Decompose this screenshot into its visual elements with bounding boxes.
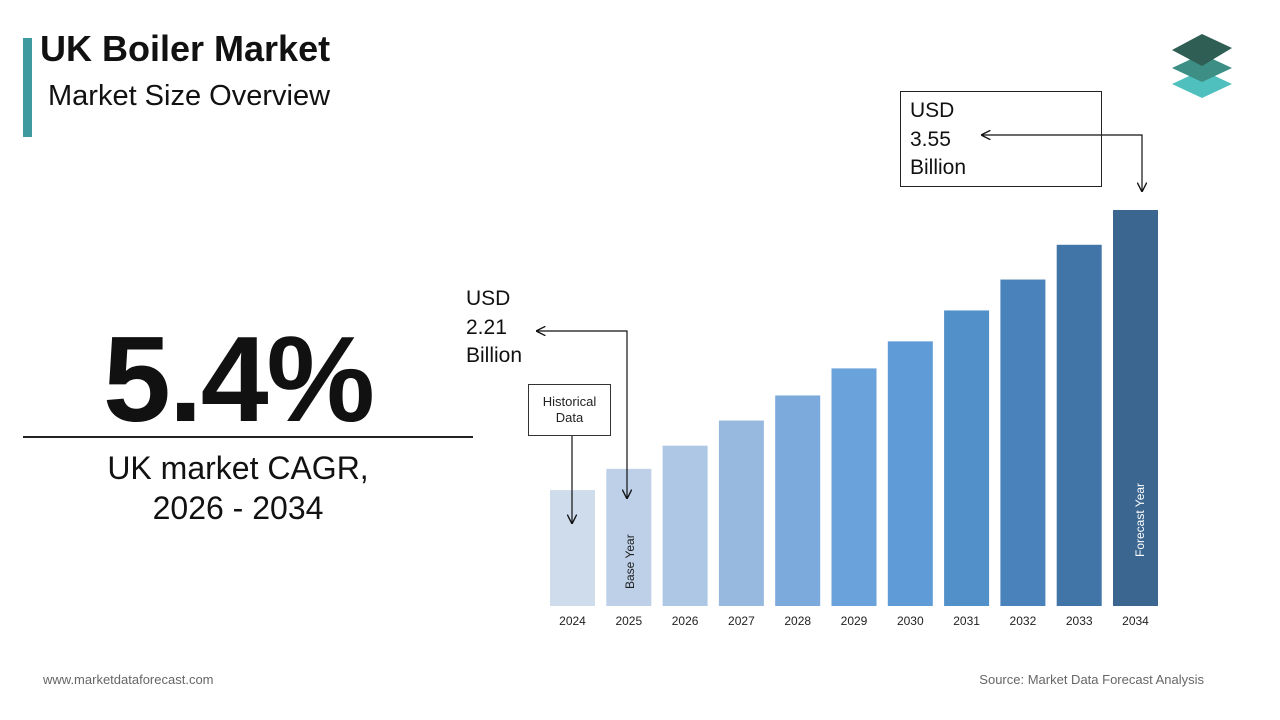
cagr-divider [23, 436, 473, 438]
bar-2034 [1113, 210, 1158, 606]
start-value-callout: USD 2.21 Billion [466, 285, 522, 371]
page-title: UK Boiler Market [40, 28, 331, 69]
bar-2026 [662, 445, 708, 606]
end-value-callout: USD 3.55 Billion [910, 97, 966, 183]
x-tick-2034: 2034 [1122, 614, 1149, 628]
x-tick-labels: 2024 2025 2026 2027 2028 2029 2030 2031 2032 2033… [559, 614, 1149, 628]
cagr-label-line2: 2026 - 2034 [152, 490, 324, 526]
source-note: Source: Market Data Forecast Analysis [979, 672, 1204, 687]
start-callout-unit: Billion [466, 344, 523, 367]
start-callout-arrow [537, 331, 627, 498]
callout-arrows [537, 135, 1142, 523]
x-tick-2025: 2025 [615, 614, 642, 628]
bar-2029 [831, 368, 877, 606]
historical-data-box: Historical Data [528, 384, 611, 436]
end-callout-arrow [982, 135, 1142, 191]
x-tick-2027: 2027 [728, 614, 755, 628]
end-callout-unit: Billion [910, 156, 967, 179]
website-link[interactable]: www.marketdataforecast.com [43, 672, 214, 687]
end-callout-currency: USD [910, 99, 955, 122]
cagr-label-line1: UK market CAGR, [107, 450, 369, 486]
bar-2027 [718, 420, 764, 606]
x-tick-2032: 2032 [1010, 614, 1037, 628]
x-tick-2024: 2024 [559, 614, 586, 628]
forecast-year-label: Forecast Year [1133, 483, 1147, 557]
title-accent-bar [23, 38, 32, 137]
bar-2033 [1056, 244, 1102, 606]
end-callout-value: 3.55 [910, 127, 951, 151]
bar-2030 [887, 341, 933, 606]
logo-icon [1172, 34, 1232, 98]
historical-label-line2: Data [555, 410, 584, 425]
x-tick-2030: 2030 [897, 614, 924, 628]
cagr-value: 5.4% [102, 311, 375, 447]
x-tick-2026: 2026 [672, 614, 699, 628]
base-year-label: Base Year [623, 534, 637, 589]
bar-2032 [1000, 279, 1046, 606]
historical-label-line1: Historical [542, 394, 597, 409]
bars-layer [550, 210, 1158, 606]
x-tick-2028: 2028 [784, 614, 811, 628]
x-tick-2031: 2031 [953, 614, 980, 628]
end-value-callout-box [900, 91, 1102, 187]
page-subtitle: Market Size Overview [48, 80, 331, 112]
start-callout-value: 2.21 [466, 315, 507, 339]
x-tick-2033: 2033 [1066, 614, 1093, 628]
cagr-label: UK market CAGR, 2026 - 2034 [23, 448, 453, 528]
bar-2031 [944, 310, 990, 606]
bar-2028 [775, 395, 821, 606]
x-tick-2029: 2029 [841, 614, 868, 628]
start-callout-currency: USD [466, 287, 511, 310]
